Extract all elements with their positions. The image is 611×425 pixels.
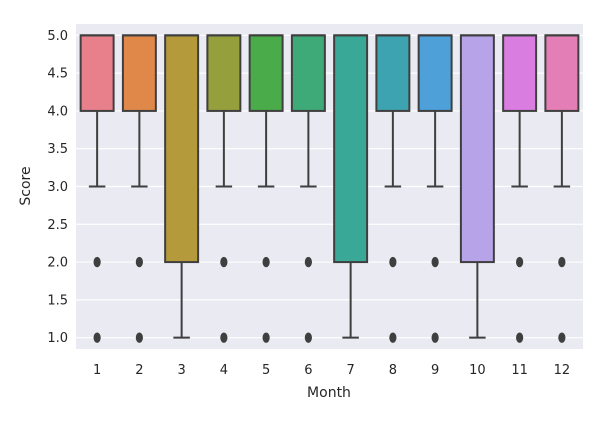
y-axis-ticks: 1.0 1.5 2.0 2.5 3.0 3.5 4.0 4.5 5.0 — [47, 29, 68, 346]
y-tick-label: 3.0 — [47, 180, 68, 195]
box-body — [544, 34, 580, 112]
box-month-2 — [121, 34, 157, 343]
y-tick-label: 4.5 — [47, 67, 68, 82]
x-tick-label: 2 — [135, 363, 143, 378]
box-series — [79, 34, 580, 343]
outlier-point — [389, 332, 397, 343]
x-axis-ticks: 1 2 3 4 5 6 7 8 9 10 11 12 — [93, 363, 570, 378]
box-body — [333, 34, 369, 264]
box-body — [417, 34, 453, 112]
outlier-point — [262, 332, 270, 343]
x-axis-label: Month — [307, 385, 351, 401]
y-tick-label: 2.5 — [47, 218, 68, 233]
y-tick-label: 3.5 — [47, 142, 68, 157]
box-month-12 — [544, 34, 580, 343]
x-tick-label: 7 — [346, 363, 354, 378]
box-body — [459, 34, 495, 264]
box-month-10 — [459, 34, 495, 339]
grid-lines — [76, 34, 583, 339]
box-body — [79, 34, 115, 112]
y-tick-label: 1.5 — [47, 293, 68, 308]
x-tick-label: 6 — [304, 363, 312, 378]
box-month-9 — [417, 34, 453, 343]
x-tick-label: 10 — [469, 363, 486, 378]
outlier-point — [93, 332, 101, 343]
outlier-point — [220, 256, 228, 268]
x-tick-label: 12 — [554, 363, 571, 378]
outlier-point — [431, 332, 439, 343]
box-body — [375, 34, 411, 112]
outlier-point — [389, 256, 397, 268]
x-tick-label: 4 — [220, 363, 228, 378]
x-tick-label: 11 — [511, 363, 528, 378]
outlier-point — [516, 332, 524, 343]
outlier-point — [262, 256, 270, 268]
y-tick-label: 4.0 — [47, 104, 68, 119]
x-tick-label: 8 — [389, 363, 397, 378]
outlier-point — [135, 332, 143, 343]
box-month-8 — [375, 34, 411, 343]
box-body — [290, 34, 326, 112]
box-month-11 — [502, 34, 538, 343]
x-tick-label: 3 — [177, 363, 185, 378]
outlier-point — [93, 256, 101, 268]
box-month-6 — [290, 34, 326, 343]
outlier-point — [516, 256, 524, 268]
outlier-point — [558, 256, 566, 268]
box-month-5 — [248, 34, 284, 343]
x-tick-label: 1 — [93, 363, 101, 378]
box-body — [121, 34, 157, 112]
box-body — [164, 34, 200, 264]
box-month-4 — [206, 34, 242, 343]
box-body — [248, 34, 284, 112]
box-month-7 — [333, 34, 369, 339]
box-body — [206, 34, 242, 112]
y-tick-label: 1.0 — [47, 331, 68, 346]
outlier-point — [558, 332, 566, 343]
box-month-3 — [164, 34, 200, 339]
y-tick-label: 2.0 — [47, 256, 68, 271]
outlier-point — [431, 256, 439, 268]
x-tick-label: 5 — [262, 363, 270, 378]
y-tick-label: 5.0 — [47, 29, 68, 44]
outlier-point — [304, 256, 312, 268]
outlier-point — [135, 256, 143, 268]
outlier-point — [220, 332, 228, 343]
y-axis-label: Score — [18, 166, 34, 205]
outlier-point — [304, 332, 312, 343]
x-tick-label: 9 — [431, 363, 439, 378]
box-month-1 — [79, 34, 115, 343]
box-body — [502, 34, 538, 112]
